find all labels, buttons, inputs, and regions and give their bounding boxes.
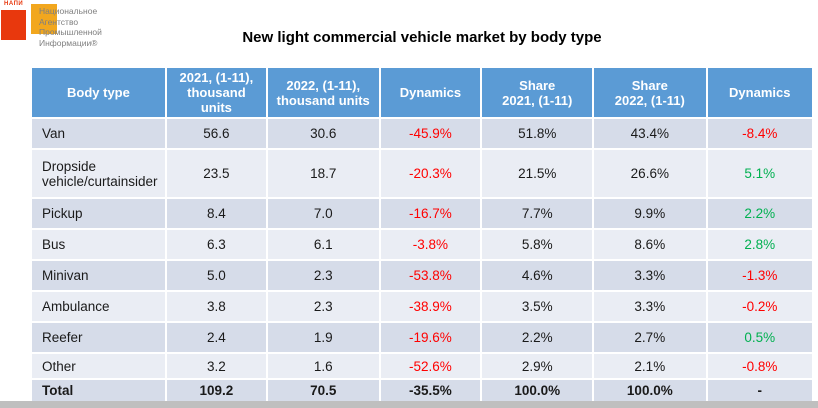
table-total-row: Total 109.2 70.5 -35.5% 100.0% 100.0% - bbox=[32, 380, 812, 401]
table-row: Ambulance 3.8 2.3 -38.9% 3.5% 3.3% -0.2% bbox=[32, 292, 812, 321]
header-share-2022: Share 2022, (1-11) bbox=[594, 68, 706, 117]
units-2021-cell: 3.2 bbox=[166, 354, 266, 378]
dynamics-units-cell: -35.5% bbox=[380, 380, 481, 401]
logo-text: Национальное Агентство Промышленной Инфо… bbox=[39, 6, 102, 48]
units-2022-cell: 2.3 bbox=[267, 292, 379, 321]
units-2022-cell: 1.9 bbox=[267, 323, 379, 352]
body-type-cell: Bus bbox=[32, 230, 165, 259]
units-2022-cell: 30.6 bbox=[267, 119, 379, 148]
units-2021-cell: 3.8 bbox=[166, 292, 266, 321]
body-type-cell: Total bbox=[32, 380, 165, 401]
dynamics-share-cell: -0.2% bbox=[707, 292, 812, 321]
units-2022-cell: 70.5 bbox=[267, 380, 379, 401]
body-type-cell: Van bbox=[32, 119, 165, 148]
share-2021-cell: 5.8% bbox=[482, 230, 593, 259]
dynamics-units-cell: -38.9% bbox=[380, 292, 481, 321]
dynamics-units-cell: -19.6% bbox=[380, 323, 481, 352]
units-2021-cell: 6.3 bbox=[166, 230, 266, 259]
dynamics-share-cell: -0.8% bbox=[707, 354, 812, 378]
body-type-cell: Reefer bbox=[32, 323, 165, 352]
share-2022-cell: 8.6% bbox=[594, 230, 706, 259]
body-type-cell: Other bbox=[32, 354, 165, 378]
dynamics-share-cell: 2.8% bbox=[707, 230, 812, 259]
share-2022-cell: 3.3% bbox=[594, 292, 706, 321]
units-2022-cell: 1.6 bbox=[267, 354, 379, 378]
napi-small-wordmark: НАПИ bbox=[4, 1, 24, 7]
share-2022-cell: 3.3% bbox=[594, 261, 706, 290]
table-row: Other 3.2 1.6 -52.6% 2.9% 2.1% -0.8% bbox=[32, 354, 812, 378]
units-2021-cell: 23.5 bbox=[166, 150, 266, 197]
share-2022-cell: 2.1% bbox=[594, 354, 706, 378]
dynamics-share-cell: -1.3% bbox=[707, 261, 812, 290]
header-dynamics-share: Dynamics bbox=[707, 68, 812, 117]
dynamics-units-cell: -20.3% bbox=[380, 150, 481, 197]
logo-yellow-square bbox=[31, 4, 57, 34]
dynamics-units-cell: -52.6% bbox=[380, 354, 481, 378]
share-2021-cell: 100.0% bbox=[482, 380, 593, 401]
dynamics-share-cell: 0.5% bbox=[707, 323, 812, 352]
units-2021-cell: 8.4 bbox=[166, 199, 266, 228]
share-2021-cell: 7.7% bbox=[482, 199, 593, 228]
body-type-cell: Pickup bbox=[32, 199, 165, 228]
header-dynamics-units: Dynamics bbox=[380, 68, 481, 117]
header-share-2021: Share 2021, (1-11) bbox=[482, 68, 593, 117]
share-2022-cell: 100.0% bbox=[594, 380, 706, 401]
header-2022-units: 2022, (1-11), thousand units bbox=[267, 68, 379, 117]
table-row: Bus 6.3 6.1 -3.8% 5.8% 8.6% 2.8% bbox=[32, 230, 812, 259]
units-2021-cell: 2.4 bbox=[166, 323, 266, 352]
units-2021-cell: 109.2 bbox=[166, 380, 266, 401]
table-row: Van 56.6 30.6 -45.9% 51.8% 43.4% -8.4% bbox=[32, 119, 812, 148]
dynamics-share-cell: -8.4% bbox=[707, 119, 812, 148]
share-2021-cell: 4.6% bbox=[482, 261, 593, 290]
units-2021-cell: 56.6 bbox=[166, 119, 266, 148]
table-header-row: Body type 2021, (1-11), thousand units 2… bbox=[32, 68, 812, 117]
napi-logo: НАПИ Национальное Агентство Промышленной… bbox=[0, 0, 200, 56]
units-2021-cell: 5.0 bbox=[166, 261, 266, 290]
header-body-type: Body type bbox=[32, 68, 165, 117]
body-type-cell: Ambulance bbox=[32, 292, 165, 321]
share-2021-cell: 2.2% bbox=[482, 323, 593, 352]
page-title: New light commercial vehicle market by b… bbox=[242, 29, 602, 46]
dynamics-share-cell: 5.1% bbox=[707, 150, 812, 197]
units-2022-cell: 2.3 bbox=[267, 261, 379, 290]
header-2021-units: 2021, (1-11), thousand units bbox=[166, 68, 266, 117]
share-2021-cell: 21.5% bbox=[482, 150, 593, 197]
dynamics-share-cell: - bbox=[707, 380, 812, 401]
table-row: Dropside vehicle/curtainsider 23.5 18.7 … bbox=[32, 150, 812, 197]
share-2022-cell: 26.6% bbox=[594, 150, 706, 197]
share-2021-cell: 3.5% bbox=[482, 292, 593, 321]
units-2022-cell: 7.0 bbox=[267, 199, 379, 228]
dynamics-units-cell: -16.7% bbox=[380, 199, 481, 228]
units-2022-cell: 6.1 bbox=[267, 230, 379, 259]
units-2022-cell: 18.7 bbox=[267, 150, 379, 197]
logo-red-square bbox=[1, 10, 26, 40]
table-row: Pickup 8.4 7.0 -16.7% 7.7% 9.9% 2.2% bbox=[32, 199, 812, 228]
share-2021-cell: 2.9% bbox=[482, 354, 593, 378]
body-type-cell: Dropside vehicle/curtainsider bbox=[32, 150, 165, 197]
share-2022-cell: 43.4% bbox=[594, 119, 706, 148]
table-row: Minivan 5.0 2.3 -53.8% 4.6% 3.3% -1.3% bbox=[32, 261, 812, 290]
dynamics-units-cell: -3.8% bbox=[380, 230, 481, 259]
body-type-cell: Minivan bbox=[32, 261, 165, 290]
bottom-gray-bar bbox=[0, 401, 818, 408]
share-2021-cell: 51.8% bbox=[482, 119, 593, 148]
market-table: Body type 2021, (1-11), thousand units 2… bbox=[30, 66, 814, 403]
dynamics-units-cell: -53.8% bbox=[380, 261, 481, 290]
dynamics-share-cell: 2.2% bbox=[707, 199, 812, 228]
share-2022-cell: 9.9% bbox=[594, 199, 706, 228]
dynamics-units-cell: -45.9% bbox=[380, 119, 481, 148]
share-2022-cell: 2.7% bbox=[594, 323, 706, 352]
table-row: Reefer 2.4 1.9 -19.6% 2.2% 2.7% 0.5% bbox=[32, 323, 812, 352]
